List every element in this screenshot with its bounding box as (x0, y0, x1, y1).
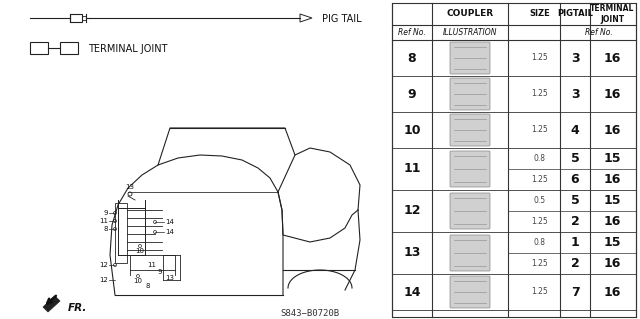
Text: 11: 11 (147, 262, 157, 268)
Text: 10: 10 (403, 123, 420, 137)
Text: 16: 16 (604, 123, 621, 137)
Text: 9: 9 (104, 210, 108, 216)
Text: 5: 5 (571, 152, 579, 165)
Text: 10: 10 (136, 248, 145, 254)
Text: 0.8: 0.8 (534, 154, 546, 163)
Text: 13: 13 (165, 275, 174, 281)
Text: 6: 6 (571, 173, 579, 186)
Polygon shape (300, 14, 312, 22)
Text: 16: 16 (604, 173, 621, 186)
Text: 10: 10 (134, 278, 143, 284)
Text: 13: 13 (403, 247, 420, 259)
Text: 15: 15 (604, 194, 621, 207)
Text: 1.25: 1.25 (532, 125, 548, 135)
Text: 12: 12 (99, 277, 108, 283)
Bar (115, 203, 127, 263)
Text: SIZE: SIZE (530, 10, 550, 19)
FancyBboxPatch shape (450, 193, 490, 229)
Text: TERMINAL
JOINT: TERMINAL JOINT (590, 4, 634, 24)
Text: 13: 13 (125, 184, 134, 190)
Text: 1.25: 1.25 (532, 90, 548, 99)
Text: Ref No.: Ref No. (584, 28, 612, 37)
Text: PIG TAIL: PIG TAIL (322, 14, 362, 24)
Text: 5: 5 (571, 194, 579, 207)
Text: Ref No.: Ref No. (398, 28, 426, 37)
Text: ILLUSTRATION: ILLUSTRATION (443, 28, 497, 37)
Text: PIGTAIL: PIGTAIL (557, 10, 593, 19)
Text: 9: 9 (157, 269, 163, 275)
Text: 9: 9 (408, 87, 416, 100)
Text: 4: 4 (571, 123, 579, 137)
Text: 16: 16 (604, 51, 621, 64)
Text: 14: 14 (165, 229, 174, 235)
Text: 0.5: 0.5 (534, 196, 546, 205)
Text: 3: 3 (571, 51, 579, 64)
Text: 7: 7 (571, 286, 579, 299)
Text: 12: 12 (99, 262, 108, 268)
Text: 11: 11 (99, 218, 108, 224)
Text: 15: 15 (604, 152, 621, 165)
Text: 8: 8 (146, 283, 150, 289)
Text: 8: 8 (408, 51, 416, 64)
Text: 14: 14 (165, 219, 174, 225)
FancyBboxPatch shape (450, 78, 490, 110)
Text: 12: 12 (403, 204, 420, 218)
Text: 2: 2 (571, 257, 579, 270)
Text: 1.25: 1.25 (532, 287, 548, 296)
Bar (60, 42, 78, 54)
Text: 11: 11 (403, 162, 420, 175)
Text: 14: 14 (403, 286, 420, 299)
Text: 16: 16 (604, 215, 621, 228)
Text: 1.25: 1.25 (532, 54, 548, 63)
Text: TERMINAL JOINT: TERMINAL JOINT (88, 44, 168, 54)
Bar (30, 42, 48, 54)
Text: 8: 8 (104, 226, 108, 232)
Text: S843−B0720B: S843−B0720B (280, 308, 340, 317)
Bar (70, 14, 82, 22)
FancyBboxPatch shape (450, 151, 490, 187)
Polygon shape (43, 296, 60, 312)
Text: 16: 16 (604, 257, 621, 270)
Text: COUPLER: COUPLER (447, 10, 493, 19)
Text: 2: 2 (571, 215, 579, 228)
Text: 1: 1 (571, 236, 579, 249)
FancyBboxPatch shape (450, 276, 490, 308)
FancyBboxPatch shape (450, 42, 490, 74)
Text: 3: 3 (571, 87, 579, 100)
Text: 16: 16 (604, 87, 621, 100)
Text: 16: 16 (604, 286, 621, 299)
Text: 1.25: 1.25 (532, 217, 548, 226)
Text: 1.25: 1.25 (532, 259, 548, 268)
FancyBboxPatch shape (450, 114, 490, 146)
Bar (392, 3, 636, 317)
FancyBboxPatch shape (450, 235, 490, 271)
Text: FR.: FR. (68, 303, 88, 313)
Text: 15: 15 (604, 236, 621, 249)
Text: 0.8: 0.8 (534, 238, 546, 247)
Text: 1.25: 1.25 (532, 175, 548, 184)
